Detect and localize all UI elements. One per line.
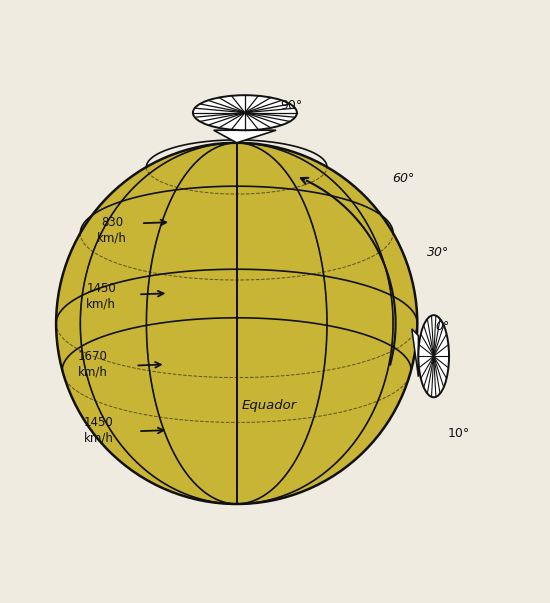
- Text: 0°: 0°: [436, 320, 449, 333]
- Text: 830
km/h: 830 km/h: [97, 216, 127, 244]
- Text: 60°: 60°: [393, 172, 415, 185]
- Ellipse shape: [419, 315, 449, 397]
- Text: 10°: 10°: [447, 428, 470, 440]
- Text: 30°: 30°: [427, 246, 449, 259]
- Text: 90°: 90°: [280, 99, 302, 112]
- Ellipse shape: [56, 143, 417, 504]
- Polygon shape: [412, 329, 419, 377]
- Text: Equador: Equador: [242, 399, 297, 412]
- Ellipse shape: [193, 95, 297, 130]
- Text: 1450
km/h: 1450 km/h: [84, 416, 113, 444]
- Text: 1450
km/h: 1450 km/h: [86, 282, 116, 310]
- Text: 1670
km/h: 1670 km/h: [78, 350, 108, 379]
- Polygon shape: [214, 130, 276, 143]
